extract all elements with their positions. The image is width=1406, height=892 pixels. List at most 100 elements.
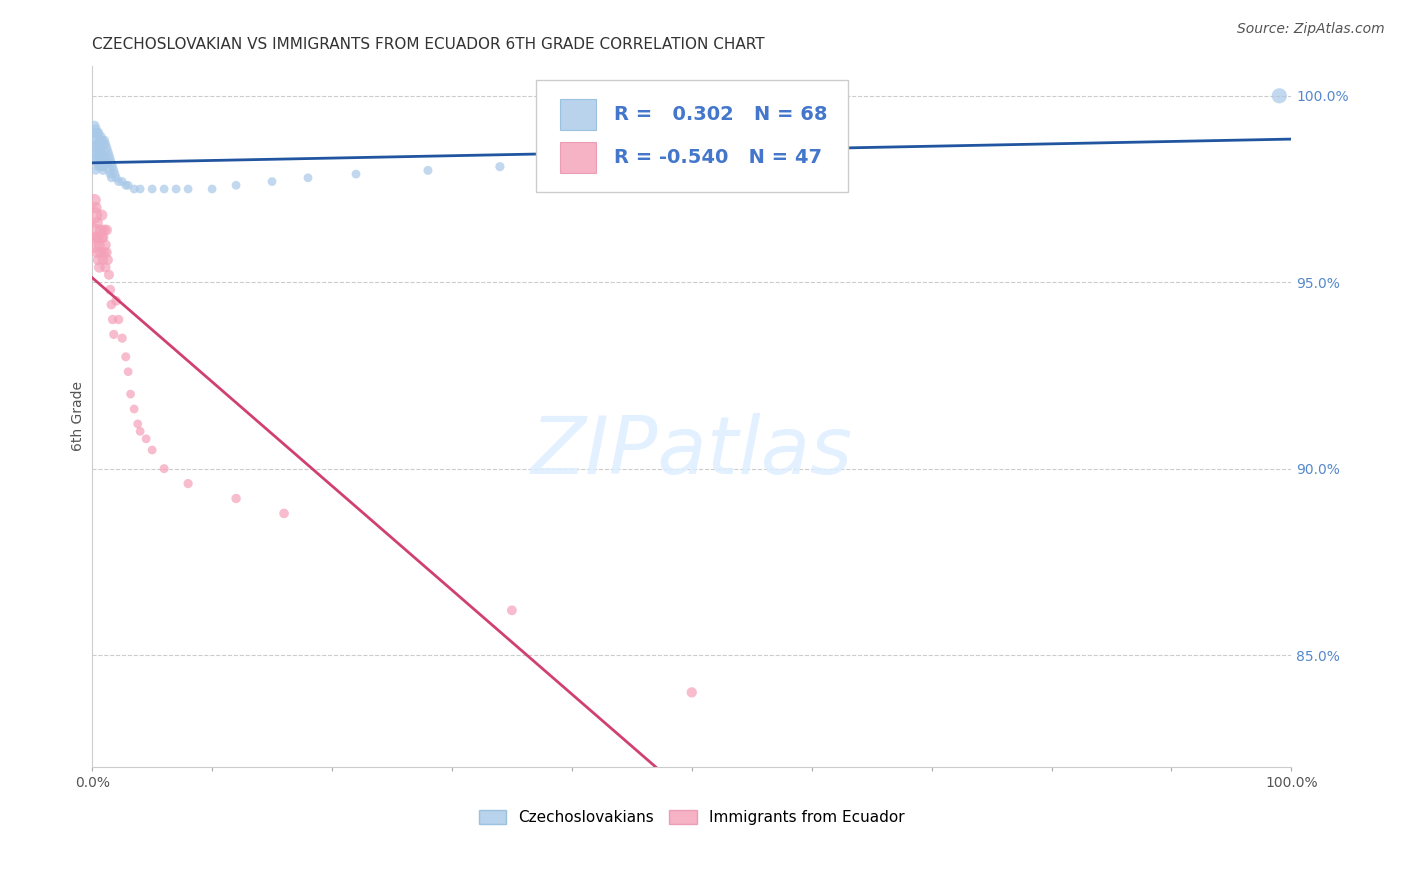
Point [89,134,111,148]
Point [644,152,666,166]
Text: R =   0.302   N = 68: R = 0.302 N = 68 [614,105,827,124]
Point [82,238,104,252]
Point [273,507,295,521]
Point [83,119,105,133]
Point [416,163,439,178]
Point [90,245,112,260]
Point [127,417,149,431]
Point [89,145,111,159]
Point [96,245,118,260]
Point [91,230,114,244]
Point [90,129,112,144]
Point [87,137,110,152]
Point [91,152,114,166]
Point [82,208,104,222]
Point [105,170,128,185]
Point [107,175,129,189]
Point [90,160,112,174]
Point [93,148,115,162]
Point [141,182,163,196]
Point [260,175,283,189]
Point [84,152,107,166]
Text: Source: ZipAtlas.com: Source: ZipAtlas.com [1237,22,1385,37]
Point [114,350,136,364]
Point [177,476,200,491]
Point [107,312,129,326]
Point [91,252,114,267]
Point [117,365,139,379]
Y-axis label: 6th Grade: 6th Grade [72,382,86,451]
Point [90,148,112,162]
Point [86,216,108,230]
Point [89,238,111,252]
Point [97,252,120,267]
Point [90,134,112,148]
Point [129,425,152,439]
Point [93,223,115,237]
Point [83,223,105,237]
Point [501,603,523,617]
Point [84,201,107,215]
Point [489,160,512,174]
Point [87,252,110,267]
Text: ZIPatlas: ZIPatlas [530,412,853,491]
Point [94,137,117,152]
Point [98,152,121,166]
Point [561,156,583,170]
Point [225,178,247,193]
Point [90,208,112,222]
Point [225,491,247,506]
Point [114,178,136,193]
Point [103,327,125,342]
Point [84,122,107,136]
Point [681,685,703,699]
Point [104,167,127,181]
Point [91,137,114,152]
Point [117,178,139,193]
Point [90,145,112,159]
Point [1268,88,1291,103]
Point [90,230,112,244]
Point [96,141,118,155]
Point [84,137,107,152]
Point [120,387,142,401]
Point [94,152,117,166]
Point [86,141,108,155]
Point [165,182,187,196]
Point [98,163,121,178]
Point [84,230,107,244]
Text: R = -0.540   N = 47: R = -0.540 N = 47 [614,148,823,167]
Point [98,283,121,297]
Point [201,182,224,196]
Point [86,126,108,140]
Point [97,156,120,170]
Point [91,163,114,178]
Point [98,268,121,282]
Point [93,160,115,174]
Point [129,182,152,196]
Point [82,145,104,159]
Text: CZECHOSLOVAKIAN VS IMMIGRANTS FROM ECUADOR 6TH GRADE CORRELATION CHART: CZECHOSLOVAKIAN VS IMMIGRANTS FROM ECUAD… [93,37,765,53]
Point [741,145,763,159]
Point [100,170,122,185]
Point [111,175,134,189]
Point [297,170,319,185]
Point [90,160,112,174]
Point [83,134,105,148]
Point [89,156,111,170]
FancyBboxPatch shape [560,142,596,173]
Point [96,223,118,237]
Point [105,293,128,308]
Point [135,432,157,446]
Point [100,297,122,311]
Point [96,156,118,170]
Point [84,163,107,178]
Point [100,156,122,170]
Point [93,134,115,148]
Point [94,238,117,252]
Point [87,126,110,140]
Point [98,148,121,162]
Point [87,160,110,174]
FancyBboxPatch shape [536,80,848,192]
Point [83,148,105,162]
